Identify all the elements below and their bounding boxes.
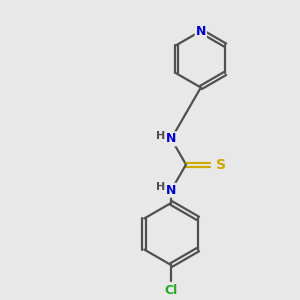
- Text: S: S: [216, 158, 226, 172]
- Text: N: N: [166, 184, 176, 197]
- Text: H: H: [156, 182, 165, 192]
- Text: N: N: [166, 132, 176, 146]
- Text: H: H: [156, 131, 165, 141]
- Text: Cl: Cl: [165, 284, 178, 297]
- Text: N: N: [196, 25, 206, 38]
